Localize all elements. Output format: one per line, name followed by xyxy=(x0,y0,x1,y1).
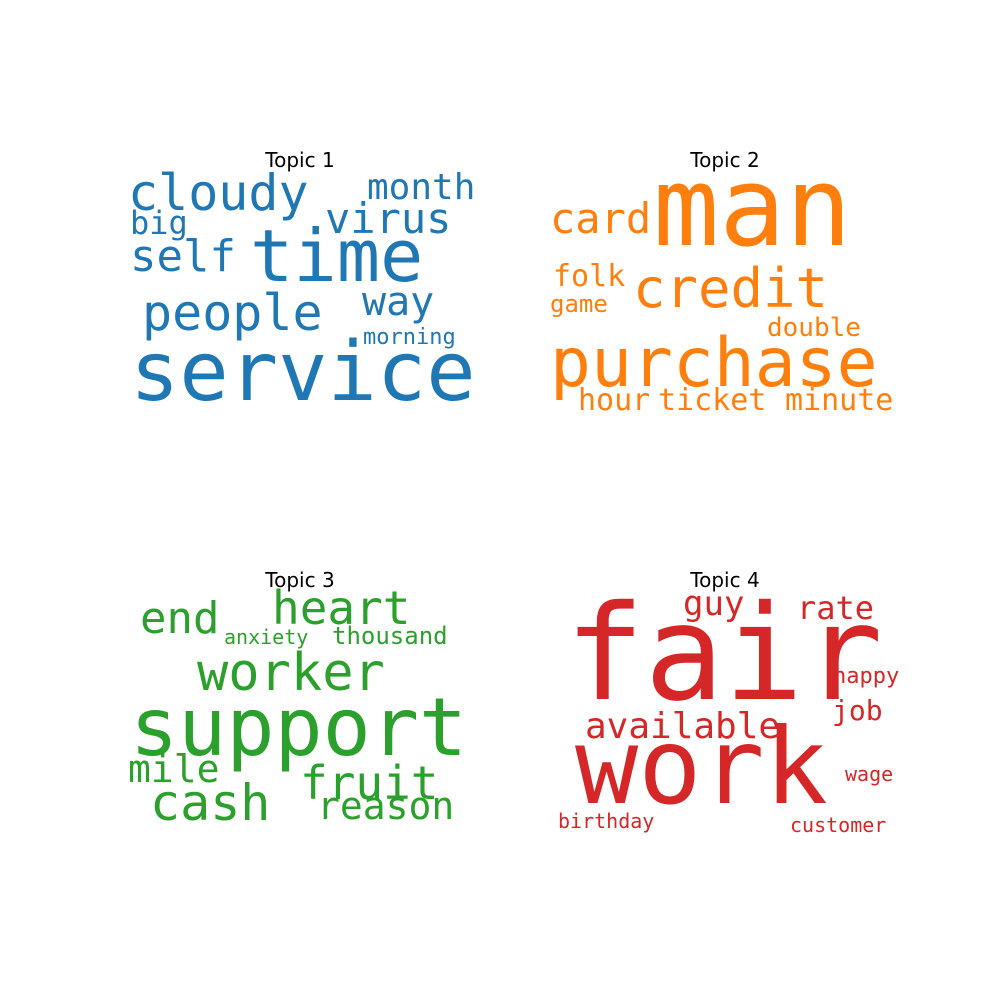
topic-4-cloud: fair work available guy rate job happy wage cust… xyxy=(545,580,905,840)
topic-3-panel: Topic 3 support worker cash heart fruit end mi… xyxy=(120,568,480,840)
topic-1-cloud: service time people cloudy virus self way month… xyxy=(120,160,480,420)
topic-2-word-credit: credit xyxy=(633,257,829,320)
topic-2-word-card: card xyxy=(550,194,652,243)
topic-4-word-job: job xyxy=(832,694,883,727)
topic-2-cloud: man purchase credit card folk hour ticket minut… xyxy=(545,152,905,420)
topic-4-title: Topic 4 xyxy=(690,568,760,592)
topic-4-word-available: available xyxy=(585,706,781,747)
topic-1-word-virus: virus xyxy=(325,194,452,243)
topic-3-word-anxiety: anxiety xyxy=(224,625,309,649)
topic-3-word-heart: heart xyxy=(272,581,411,635)
topic-3-word-worker: worker xyxy=(197,643,385,703)
topic-3-word-fruit: fruit xyxy=(300,756,439,810)
topic-1-word-people: people xyxy=(142,284,323,342)
topic-2-word-man: man xyxy=(653,143,852,271)
topic-2-word-double: double xyxy=(767,313,861,343)
topic-1-panel: Topic 1 service time people cloudy virus self… xyxy=(120,148,480,420)
topic-4-word-fair: fair xyxy=(565,577,883,731)
topic-1-word-month: month xyxy=(367,167,476,208)
topic-1-title: Topic 1 xyxy=(265,148,335,172)
topic-4-panel: Topic 4 fair work available guy rate job happy… xyxy=(545,568,905,840)
topic-4-word-birthday: birthday xyxy=(558,809,655,833)
topic-2-word-game: game xyxy=(550,290,608,318)
topic-4-word-rate: rate xyxy=(797,589,875,627)
topic-3-word-cash: cash xyxy=(150,774,271,832)
topic-1-word-service: service xyxy=(130,325,476,420)
topic-2-panel: Topic 2 man purchase credit card folk hour tic… xyxy=(545,148,905,420)
topic-2-word-ticket: ticket xyxy=(658,383,767,418)
topic-2-word-folk: folk xyxy=(553,259,626,294)
topic-2-title: Topic 2 xyxy=(690,148,760,172)
topic-1-word-morning: morning xyxy=(363,325,456,350)
topic-4-word-happy: happy xyxy=(833,664,900,689)
topic-1-word-self: self xyxy=(130,231,236,282)
topic-2-word-hour: hour xyxy=(578,383,651,418)
topic-3-title: Topic 3 xyxy=(265,568,335,592)
topic-3-word-mile: mile xyxy=(128,747,220,791)
topic-1-word-big: big xyxy=(130,204,188,242)
topic-3-word-support: support xyxy=(130,681,468,774)
topic-4-word-customer: customer xyxy=(790,813,887,837)
topic-3-word-reason: reason xyxy=(317,784,455,828)
topic-3-word-end: end xyxy=(140,593,220,644)
topic-1-word-cloudy: cloudy xyxy=(128,164,309,222)
topic-1-word-way: way xyxy=(362,279,435,325)
topic-4-word-work: work xyxy=(575,706,828,828)
topic-2-word-minute: minute xyxy=(785,383,894,418)
topic-3-cloud: support worker cash heart fruit end mile reason… xyxy=(120,580,480,840)
topic-1-word-time: time xyxy=(250,214,424,298)
topic-3-word-thousand: thousand xyxy=(332,622,448,650)
topic-4-word-wage: wage xyxy=(845,762,894,786)
topic-4-word-guy: guy xyxy=(683,584,745,624)
topic-2-word-purchase: purchase xyxy=(550,324,878,403)
